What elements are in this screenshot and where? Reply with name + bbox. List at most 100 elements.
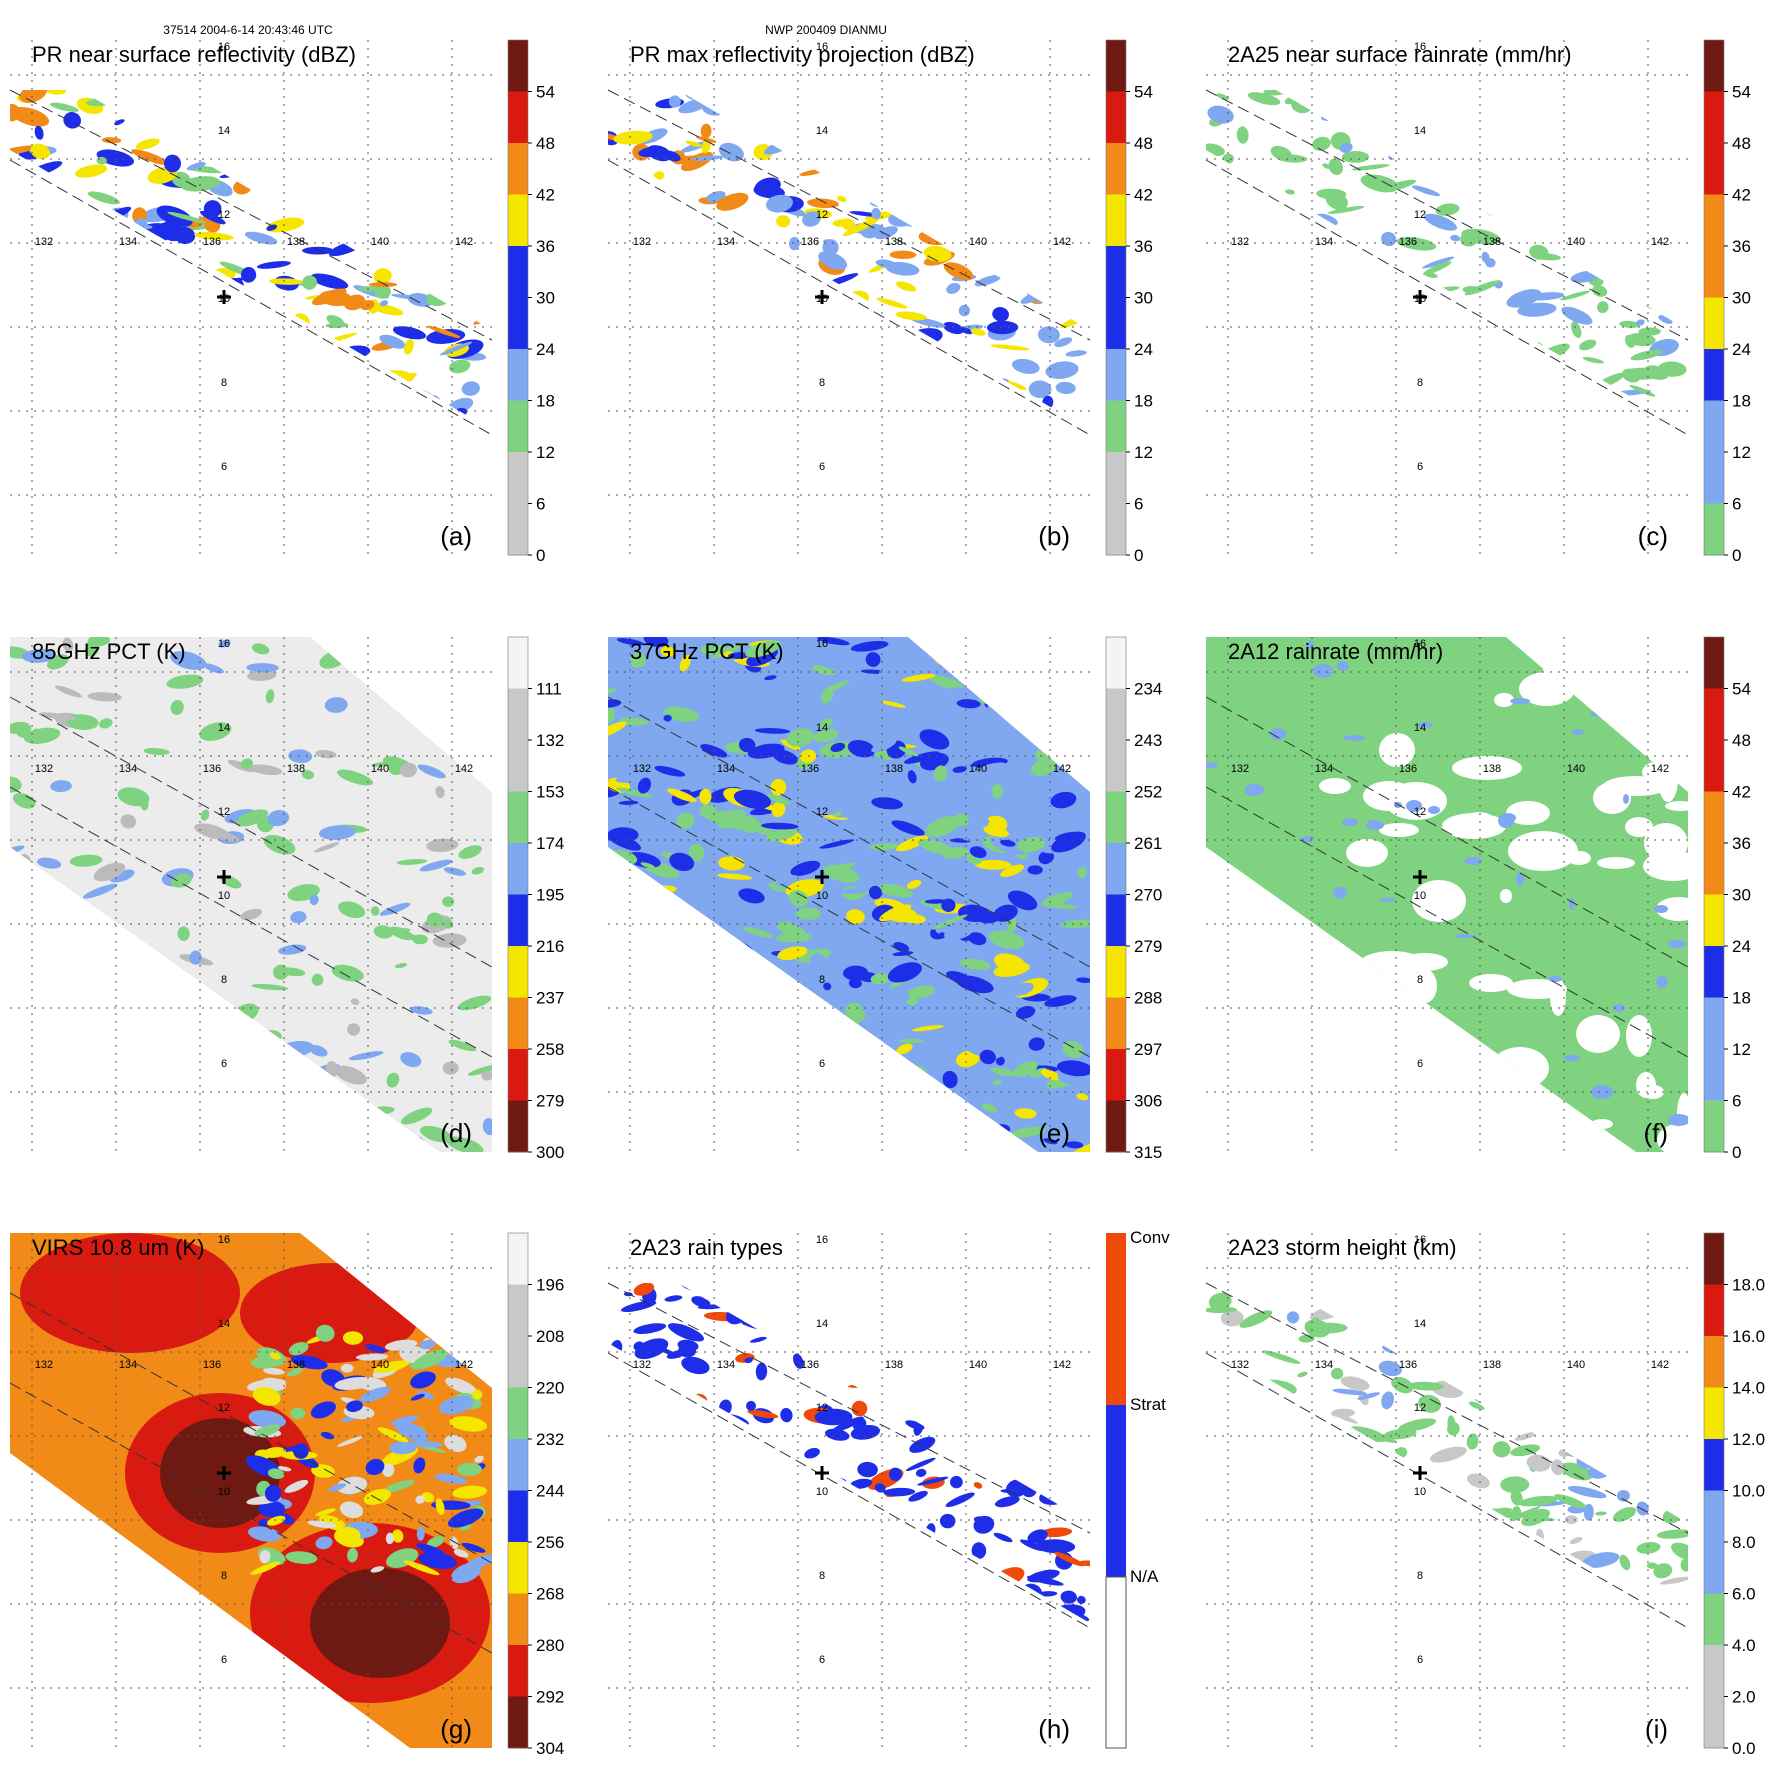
colorbar-segment	[1106, 143, 1126, 195]
data-cell	[773, 254, 794, 268]
data-cell	[1403, 1538, 1437, 1548]
data-cell	[1641, 112, 1658, 127]
data-cell	[114, 394, 153, 413]
data-cell	[370, 906, 380, 916]
data-cell	[1293, 1469, 1306, 1482]
data-cell	[352, 660, 387, 670]
data-cell	[442, 896, 455, 908]
data-cell	[162, 313, 188, 326]
data-cell	[694, 989, 727, 1004]
data-cell	[745, 640, 781, 658]
data-cell	[627, 1581, 644, 1595]
colorbar-tick-label: 48	[536, 134, 555, 153]
data-cell	[452, 1485, 488, 1499]
data-cell	[1664, 1442, 1674, 1451]
data-cell	[337, 1436, 363, 1447]
data-cell	[1552, 110, 1582, 124]
data-cell	[1334, 399, 1352, 412]
colorbar-segment	[508, 1696, 528, 1749]
data-cell	[225, 424, 264, 430]
data-cell	[907, 770, 917, 784]
data-cell	[198, 330, 211, 341]
data-cell	[302, 246, 334, 255]
data-cell	[959, 958, 991, 970]
data-cell	[859, 1516, 888, 1533]
data-cell	[1496, 1097, 1546, 1121]
data-cell	[654, 765, 686, 777]
data-cell	[1633, 158, 1666, 177]
data-cell	[1628, 161, 1643, 178]
data-cell	[1417, 722, 1433, 728]
data-cell	[298, 413, 332, 430]
data-cell	[252, 152, 261, 158]
data-cell	[766, 794, 791, 805]
data-cell	[32, 1000, 65, 1013]
data-cell	[704, 296, 742, 307]
data-cell	[345, 374, 380, 381]
data-cell	[435, 669, 449, 682]
data-cell	[400, 118, 425, 125]
data-cell	[461, 1542, 486, 1553]
data-cell	[717, 360, 736, 371]
data-cell	[1438, 164, 1462, 175]
data-cell	[1341, 151, 1369, 163]
data-cell	[1069, 726, 1081, 740]
colorbar-segment	[508, 143, 528, 195]
lon-tick-label: 140	[1567, 763, 1585, 775]
data-cell	[1011, 982, 1034, 996]
data-cell	[981, 762, 1006, 770]
data-cell	[266, 224, 278, 231]
data-cell	[114, 119, 125, 126]
colorbar-segment	[508, 400, 528, 453]
data-cell	[1510, 1490, 1523, 1506]
data-cell	[166, 674, 204, 689]
data-cell	[756, 354, 794, 373]
data-cell	[1535, 1528, 1545, 1545]
data-cell	[463, 186, 492, 205]
data-cell	[28, 262, 41, 275]
data-cell	[980, 132, 1002, 148]
data-cell	[758, 1094, 794, 1109]
data-cell	[426, 1536, 445, 1548]
data-cell	[161, 113, 185, 121]
data-cell	[961, 109, 982, 125]
data-cell	[1239, 1479, 1260, 1487]
data-cell	[328, 1483, 346, 1492]
data-cell	[1044, 995, 1077, 1007]
data-cell	[1628, 422, 1665, 430]
data-cell	[1609, 397, 1647, 418]
data-cell	[1671, 1542, 1688, 1561]
data-cell	[27, 340, 46, 348]
data-cell	[835, 888, 868, 894]
data-cell	[969, 846, 987, 858]
panel-a: 1321341361381401421614121086PR near surf…	[9, 39, 555, 565]
data-cell	[644, 1550, 675, 1566]
data-cell	[171, 873, 192, 888]
data-cell	[484, 1361, 492, 1372]
data-cell	[1379, 733, 1415, 767]
data-cell	[461, 161, 492, 168]
data-cell	[265, 393, 306, 402]
data-field	[243, 1324, 492, 1584]
data-cell	[1301, 1435, 1329, 1444]
data-cell	[1498, 814, 1514, 828]
data-cell	[410, 1371, 436, 1389]
data-cell	[10, 1075, 37, 1084]
data-cell	[1326, 90, 1336, 95]
panel-title: PR near surface reflectivity (dBZ)	[32, 42, 356, 67]
data-cell	[201, 825, 211, 834]
data-cell	[707, 1019, 742, 1034]
data-cell	[318, 825, 356, 840]
data-cell	[1051, 641, 1068, 658]
data-cell	[1334, 1444, 1372, 1452]
data-cell	[1206, 143, 1225, 156]
data-cell	[1333, 261, 1345, 277]
data-cell	[1400, 90, 1426, 100]
data-cell	[1658, 315, 1673, 325]
data-cell	[1561, 422, 1598, 430]
lat-tick-label: 14	[816, 125, 828, 137]
data-cell	[852, 1522, 872, 1528]
lon-tick-label: 132	[35, 236, 53, 248]
data-cell	[1633, 124, 1658, 142]
data-cell	[823, 814, 848, 820]
